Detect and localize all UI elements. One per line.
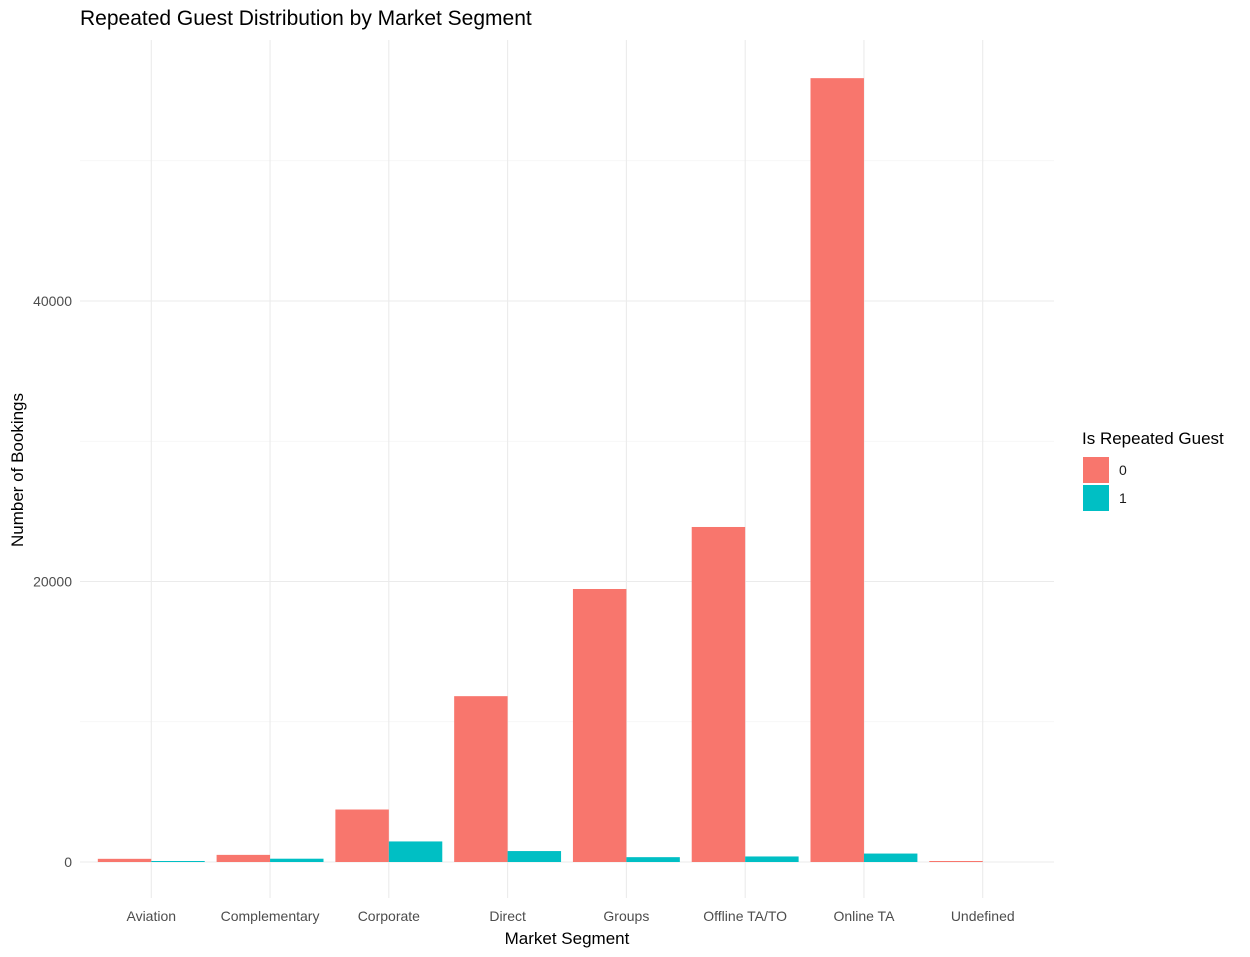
y-tick-label: 40000 <box>33 293 72 309</box>
bar-offline-ta-to-series-1 <box>745 856 799 862</box>
x-tick-label: Direct <box>489 908 526 924</box>
x-tick-label: Groups <box>603 908 649 924</box>
bar-corporate-series-1 <box>388 841 443 862</box>
x-tick-label: Online TA <box>833 908 895 924</box>
x-tick-label: Complementary <box>221 908 320 924</box>
x-tick-label: Undefined <box>951 908 1015 924</box>
bar-direct-series-0 <box>454 696 508 862</box>
bar-aviation-series-0 <box>97 858 152 862</box>
y-tick-label: 0 <box>64 854 72 870</box>
x-tick-label: Offline TA/TO <box>703 908 787 924</box>
bar-groups-series-0 <box>572 588 627 862</box>
y-axis-ticks: 0 20000 40000 <box>33 293 72 870</box>
x-axis-title: Market Segment <box>505 929 630 948</box>
bar-undefined-series-0 <box>929 861 983 862</box>
bar-complementary-series-0 <box>216 854 271 862</box>
bar-corporate-series-0 <box>335 809 389 862</box>
chart-title: Repeated Guest Distribution by Market Se… <box>80 7 532 30</box>
bar-aviation-series-1 <box>151 861 205 862</box>
y-tick-label: 20000 <box>33 574 72 590</box>
y-axis-title: Number of Bookings <box>8 393 27 547</box>
bar-online-ta-series-1 <box>863 853 918 862</box>
legend: Is Repeated Guest 0 1 <box>1082 429 1224 511</box>
legend-key-0 <box>1083 457 1109 483</box>
x-tick-label: Corporate <box>358 908 420 924</box>
x-axis-ticks: Aviation Complementary Corporate Direct Grou… <box>126 908 1014 924</box>
legend-key-1 <box>1083 485 1109 511</box>
bar-groups-series-1 <box>626 857 680 862</box>
legend-label: 0 <box>1119 462 1127 478</box>
gridlines <box>80 40 1054 898</box>
bar-complementary-series-1 <box>270 858 324 862</box>
bar-direct-series-1 <box>507 851 562 862</box>
bar-online-ta-series-0 <box>810 78 864 862</box>
bars <box>97 78 983 862</box>
x-tick-label: Aviation <box>126 908 176 924</box>
legend-title: Is Repeated Guest <box>1082 429 1224 448</box>
bar-offline-ta-to-series-0 <box>691 526 746 862</box>
legend-label: 1 <box>1119 490 1127 506</box>
